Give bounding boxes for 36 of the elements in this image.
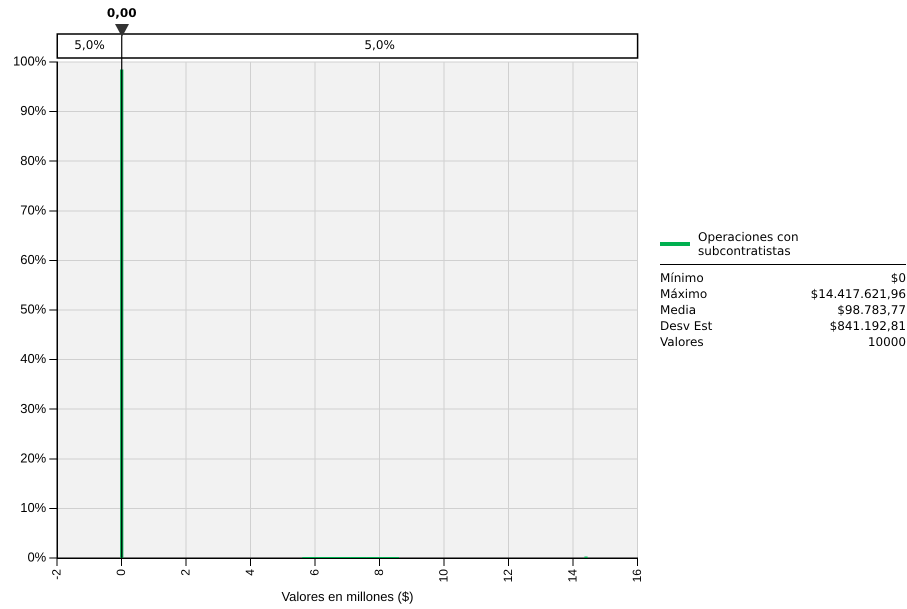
- y-tick-label: 80%: [20, 152, 47, 168]
- text: Mínimo: [660, 271, 705, 285]
- y-tick-label: 70%: [20, 202, 47, 218]
- x-tick-label: 4: [243, 568, 258, 576]
- text: $841.192,81: [828, 319, 906, 333]
- x-tick-label: 14: [565, 568, 580, 582]
- text: 10000: [866, 335, 906, 349]
- y-tick-label: 20%: [20, 450, 47, 466]
- x-tick-label: 2: [178, 568, 193, 576]
- y-tick-label: 60%: [20, 252, 47, 267]
- text: Máximo: [660, 287, 708, 301]
- y-tick-label: 30%: [20, 400, 47, 416]
- ref-line-label: 0,00: [106, 6, 137, 20]
- y-tick-label: 50%: [20, 302, 47, 317]
- legend-label: Operaciones con subcontratistas: [698, 230, 800, 258]
- text: Valores: [660, 335, 705, 349]
- text: $14.417.621,96: [810, 287, 906, 301]
- y-tick-label: 90%: [20, 103, 47, 118]
- y-tick-label: 100%: [13, 54, 47, 69]
- text: 5,0%: [364, 38, 395, 52]
- x-tick-label: 0: [114, 568, 128, 576]
- x-tick-label: 6: [307, 568, 322, 576]
- text: $98.783,77: [836, 303, 906, 317]
- y-tick-label: 10%: [20, 500, 47, 516]
- y-tick-label: 0%: [27, 550, 47, 565]
- text: $0: [890, 271, 906, 285]
- x-tick-label: -2: [50, 568, 64, 580]
- text: Media: [660, 303, 698, 317]
- text: Desv Est: [660, 319, 714, 333]
- text: 5,0%: [74, 38, 105, 52]
- x-tick-label: 10: [436, 568, 450, 582]
- x-tick-label: 16: [630, 568, 644, 582]
- x-axis-title: Valores en millones ($): [281, 588, 414, 604]
- y-tick-label: 40%: [20, 351, 47, 366]
- x-tick-label: 12: [500, 568, 515, 582]
- x-tick-label: 8: [372, 568, 386, 576]
